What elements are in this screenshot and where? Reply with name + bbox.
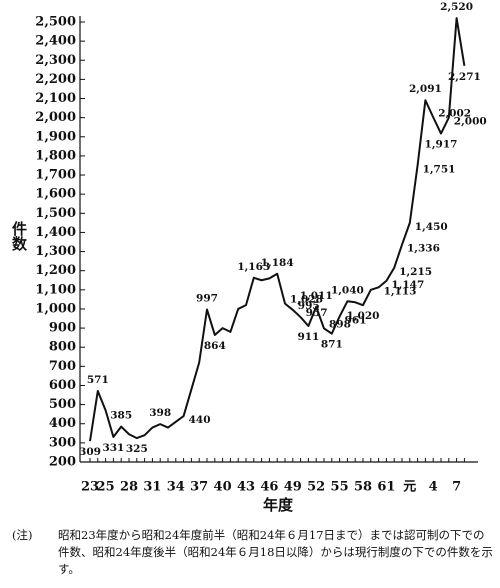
x-tick-label: 46 [260,480,278,495]
y-tick-label: 300 [49,435,76,450]
line [89,17,466,442]
data-label: 1,113 [384,285,417,297]
data-label: 2,520 [440,1,473,13]
data-label: 871 [321,339,343,351]
y-tick-label: 800 [49,340,76,355]
data-label: 864 [204,340,226,352]
y-tick-label: 1,000 [35,301,76,316]
data-label: 995 [298,300,320,312]
data-label: 898 [329,318,351,330]
x-tick-label: 34 [167,480,185,495]
x-tick-label: 23 [81,480,99,495]
chart: 件数 年度 200 300 400 500 600 700 800 900 1,000 1,100… [10,1,487,514]
data-label: 398 [149,407,171,419]
y-tick-label: 1,800 [35,148,76,163]
data-label: 1,751 [423,163,456,175]
data-label: 309 [79,446,101,458]
x-tick-label: 28 [120,480,138,495]
x-tick-label: 40 [214,480,232,495]
x-tick-label: 61 [377,480,395,495]
data-label: 440 [189,414,211,426]
y-tick-label: 2,500 [35,15,76,30]
y-tick-label: 400 [49,416,76,431]
y-axis-label: 件数 [10,220,28,252]
y-tick-label: 2,000 [35,110,76,125]
data-label: 325 [126,443,148,455]
x-axis-label: 年度 [263,496,294,514]
y-tick-label: 1,900 [35,129,76,144]
x-tick-label: 55 [331,480,349,495]
data-label: 1,917 [425,139,458,151]
x-tick-label: 7 [452,480,461,495]
x-tick-label: 31 [143,480,161,495]
y-tick-label: 1,200 [35,263,76,278]
note: (注) 昭和23年度から昭和24年度前半（昭和24年６月17日まで）までは認可制の… [12,527,496,578]
data-label: 1,163 [237,261,270,273]
note-prefix: (注) [12,528,33,542]
data-label: 1,336 [407,243,440,255]
data-label: 1,184 [261,257,294,269]
y-tick-label: 1,600 [35,187,76,202]
y-tick-label: 1,700 [35,168,76,183]
data-label: 911 [297,331,319,343]
data-label: 1,011 [300,290,333,302]
data-label: 331 [102,442,124,454]
data-label: 1,215 [399,266,432,278]
data-label: 571 [87,374,109,386]
data-label: 961 [345,314,367,326]
y-tick-label: 2,300 [35,53,76,68]
x-tick-label: 4 [429,480,438,495]
y-tick-label: 2,400 [35,34,76,49]
data-label: 1,020 [347,310,380,322]
x-tick-label: 58 [354,480,372,495]
y-tick-label: 700 [49,359,76,374]
data-label: 2,091 [409,83,442,95]
x-tick-label: 49 [284,480,302,495]
data-label: 2,271 [448,71,481,83]
data-label: 1,028 [290,294,323,306]
data-label: 2,000 [454,116,487,128]
data-label: 1,147 [391,279,424,291]
y-tick-label: 1,100 [35,282,76,297]
note-text: 昭和23年度から昭和24年度前半（昭和24年６月17日まで）までは認可制の下での… [58,528,493,576]
data-label: 957 [306,307,328,319]
data-label: 385 [110,410,132,422]
data-label: 1,450 [415,221,448,233]
x-tick-label: 37 [190,480,208,495]
x-tick-label: 52 [307,480,325,495]
x-tick-label: 25 [97,480,115,495]
data-label: 1,040 [331,284,364,296]
y-tick-label: 1,500 [35,206,76,221]
y-tick-label: 900 [49,321,76,336]
data-label: 2,002 [438,107,471,119]
y-tick-label: 2,100 [35,91,76,106]
y-tick-label: 1,400 [35,225,76,240]
y-tick-label: 500 [49,397,76,412]
x-tick-label: 43 [237,480,255,495]
y-tick-label: 600 [49,378,76,393]
x-tick-label: 元 [403,480,416,495]
y-tick-label: 1,300 [35,244,76,259]
data-label: 997 [196,293,218,305]
y-tick-label: 200 [49,455,76,470]
y-tick-label: 2,200 [35,72,76,87]
